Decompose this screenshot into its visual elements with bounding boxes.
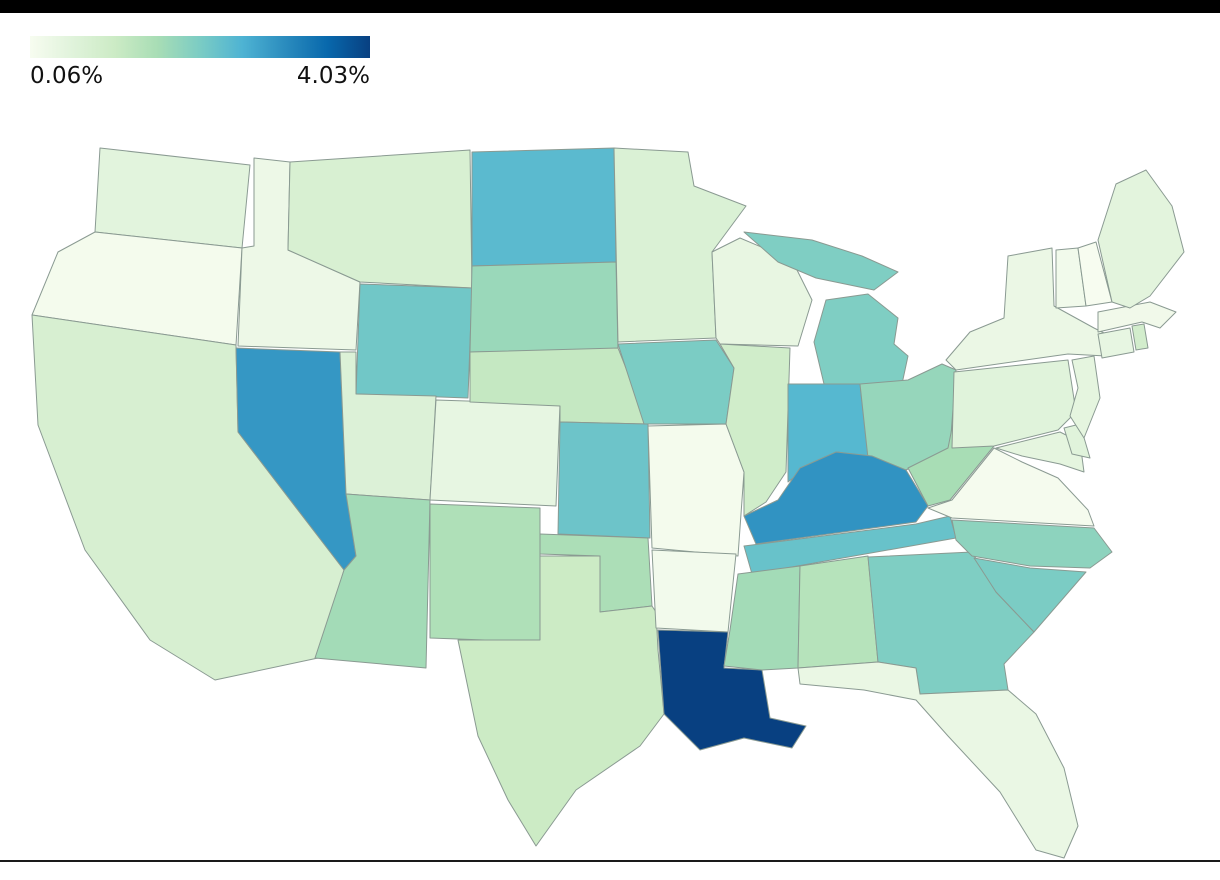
state-va[interactable] — [927, 447, 1095, 527]
state-co[interactable] — [429, 399, 561, 507]
state-nc[interactable] — [951, 519, 1113, 569]
state-md[interactable] — [995, 431, 1085, 473]
state-ma[interactable] — [1097, 301, 1177, 333]
state-wa[interactable] — [94, 147, 251, 249]
state-ct[interactable] — [1097, 327, 1135, 359]
state-sd[interactable] — [469, 261, 619, 353]
state-ks[interactable] — [557, 421, 651, 539]
legend: 0.06% 4.03% — [30, 36, 370, 91]
state-nj[interactable] — [1069, 355, 1101, 439]
state-ky[interactable] — [743, 451, 929, 545]
legend-labels: 0.06% 4.03% — [30, 63, 370, 91]
state-nd[interactable] — [471, 147, 617, 267]
state-tx[interactable] — [457, 555, 665, 847]
state-al[interactable] — [797, 555, 879, 669]
state-ri[interactable] — [1131, 323, 1149, 351]
state-ar[interactable] — [651, 549, 737, 633]
state-ny[interactable] — [945, 247, 1123, 371]
state-mn[interactable] — [613, 147, 747, 343]
bottom-border-line — [0, 860, 1220, 862]
legend-gradient-bar — [30, 36, 370, 58]
state-fl[interactable] — [797, 661, 1079, 859]
state-mt[interactable] — [287, 149, 473, 289]
state-mi[interactable] — [743, 231, 899, 291]
state-mi[interactable] — [813, 293, 909, 385]
state-mo[interactable] — [647, 423, 745, 557]
state-me[interactable] — [1097, 169, 1185, 309]
state-sc[interactable] — [973, 557, 1087, 633]
state-nm[interactable] — [429, 503, 541, 643]
state-de[interactable] — [1063, 423, 1091, 459]
state-az[interactable] — [314, 493, 431, 669]
legend-min-label: 0.06% — [30, 63, 104, 89]
state-pa[interactable] — [951, 359, 1077, 449]
top-border-bar — [0, 0, 1220, 13]
legend-max-label: 4.03% — [296, 63, 370, 89]
state-ms[interactable] — [723, 565, 801, 671]
state-wy[interactable] — [355, 283, 473, 399]
